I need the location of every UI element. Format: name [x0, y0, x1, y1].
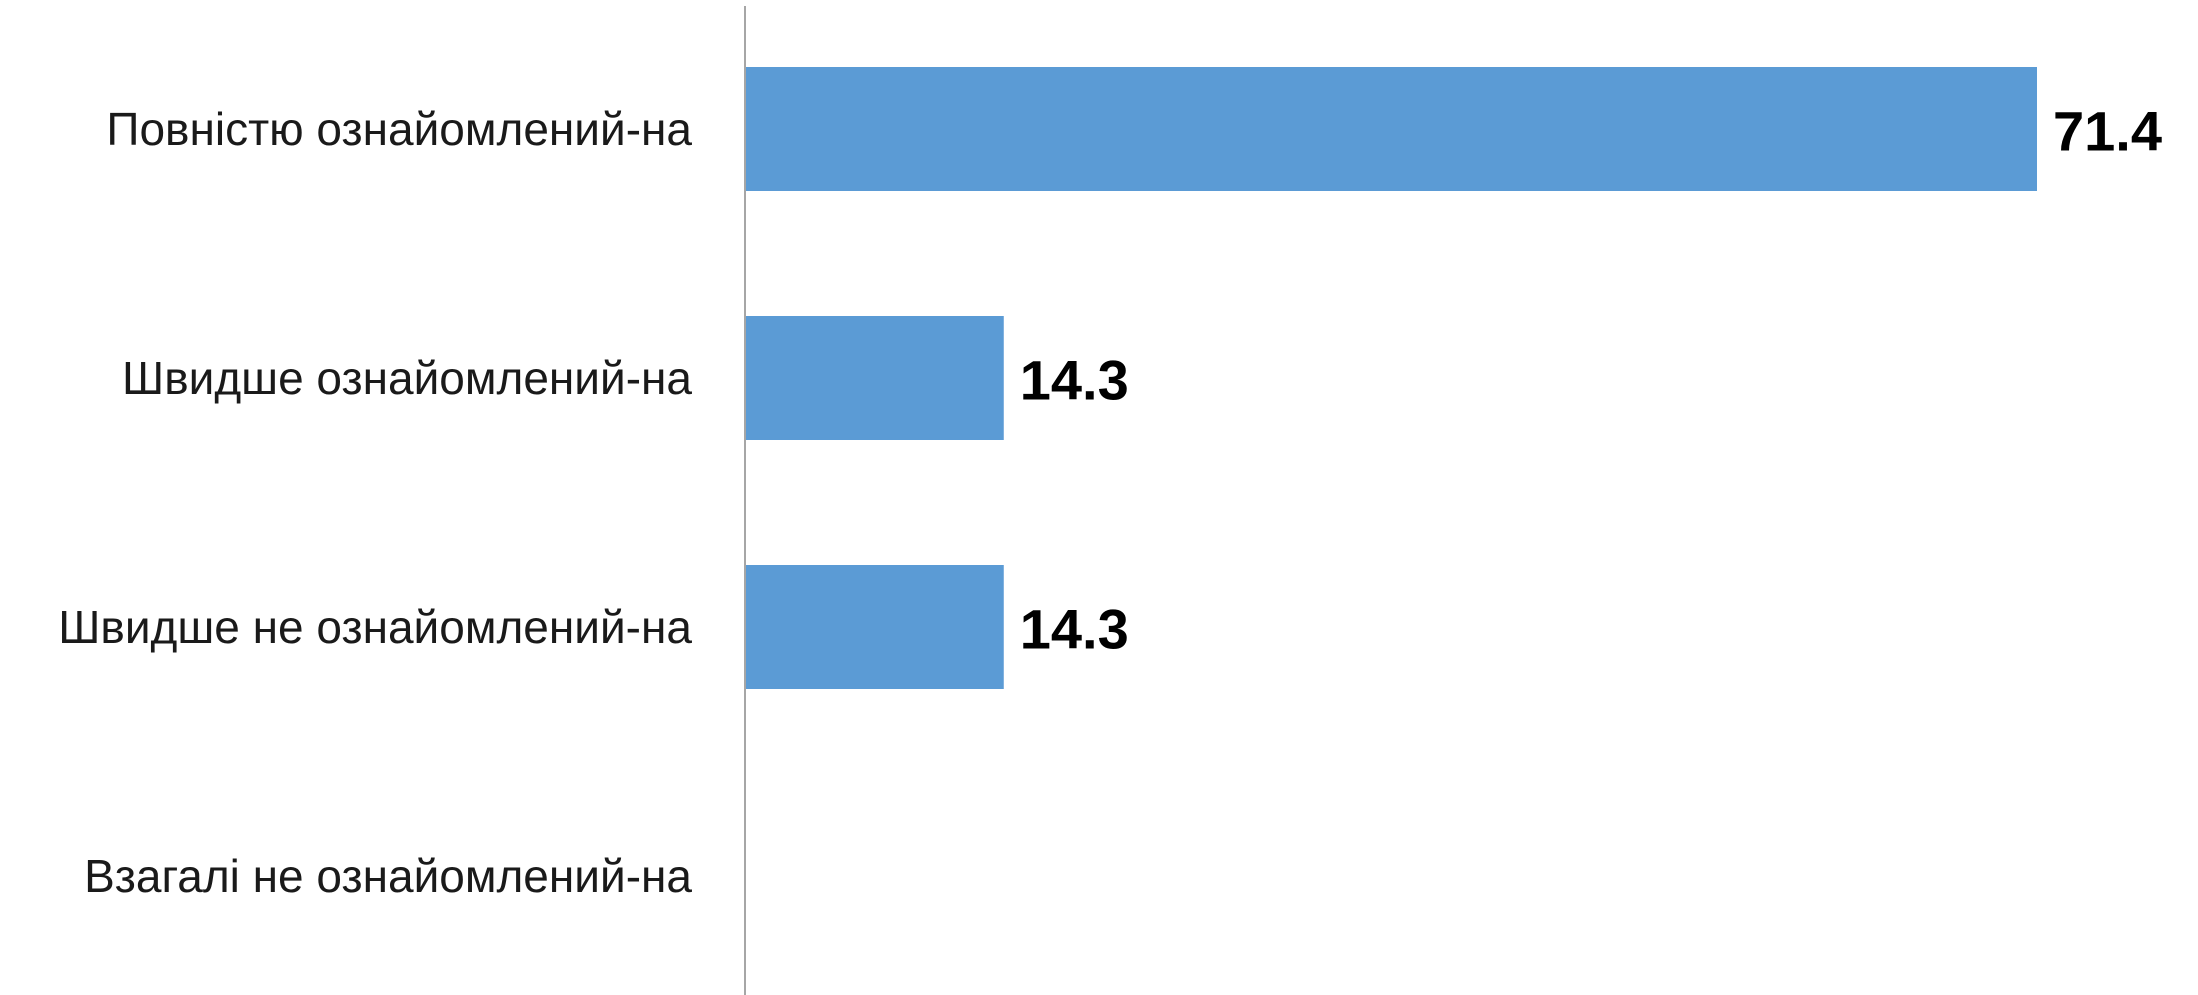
bar — [745, 67, 2037, 191]
data-label: 71.4 — [2053, 100, 2162, 163]
data-label: 14.3 — [1020, 598, 1129, 661]
category-label: Швидше не ознайомлений-на — [58, 601, 692, 653]
value-labels: 71.4 14.3 14.3 — [1020, 100, 2162, 661]
bar — [745, 565, 1004, 689]
category-labels: Повністю ознайомлений-на Швидше ознайомле… — [58, 103, 692, 902]
category-label: Взагалі не ознайомлений-на — [84, 850, 692, 902]
bar — [745, 316, 1004, 440]
data-label: 14.3 — [1020, 349, 1129, 412]
bars-layer — [745, 67, 2037, 689]
category-label: Швидше ознайомлений-на — [122, 352, 692, 404]
category-label: Повністю ознайомлений-на — [106, 103, 692, 155]
